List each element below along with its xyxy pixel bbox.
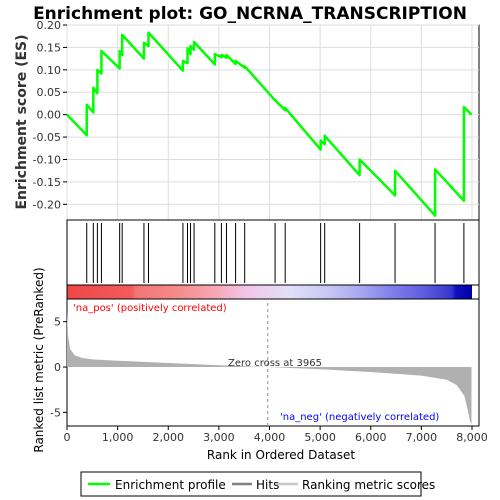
metric-y-ticks: 5 0 -5 bbox=[50, 316, 67, 419]
es-y-tick-label: 0.10 bbox=[37, 64, 62, 77]
legend-label-hits: Hits bbox=[256, 478, 279, 492]
x-tick-label: 5,000 bbox=[304, 431, 336, 444]
es-y-tick-label: 0.15 bbox=[37, 41, 62, 54]
legend: Enrichment profile Hits Ranking metric s… bbox=[80, 471, 435, 497]
metric-y-axis-label: Ranked list metric (PreRanked) bbox=[32, 267, 46, 452]
es-y-tick-label: 0.05 bbox=[37, 86, 62, 99]
x-tick-label: 4,000 bbox=[254, 431, 286, 444]
enrichment-profile-line bbox=[66, 31, 473, 217]
legend-label-enrichment-profile: Enrichment profile bbox=[115, 478, 226, 492]
metric-y-tick-label: 0 bbox=[54, 361, 61, 374]
chart-title: Enrichment plot: GO_NCRNA_TRANSCRIPTION bbox=[33, 4, 467, 24]
x-tick-label: 2,000 bbox=[153, 431, 185, 444]
es-y-tick-label: 0.20 bbox=[37, 19, 62, 32]
hits-panel bbox=[66, 219, 480, 286]
es-y-tick-label: -0.15 bbox=[33, 176, 61, 189]
x-tick-label: 8,000 bbox=[456, 431, 488, 444]
es-y-tick-label: -0.10 bbox=[33, 153, 61, 166]
x-tick-label: 0 bbox=[64, 431, 71, 444]
metric-y-tick-label: -5 bbox=[50, 406, 61, 419]
x-axis-label: Rank in Ordered Dataset bbox=[207, 448, 355, 462]
neg-label: 'na_neg' (negatively correlated) bbox=[280, 412, 439, 423]
es-grid bbox=[66, 24, 479, 220]
legend-frame bbox=[80, 471, 422, 497]
hit-markers bbox=[86, 223, 465, 283]
rank-color-bar bbox=[67, 285, 472, 299]
es-panel-frame bbox=[66, 24, 480, 221]
es-y-axis-label: Enrichment score (ES) bbox=[14, 34, 30, 209]
x-tick-label: 1,000 bbox=[102, 431, 134, 444]
metric-y-tick-label: 5 bbox=[54, 316, 61, 329]
x-tick-label: 3,000 bbox=[203, 431, 235, 444]
hits-panel-frame bbox=[66, 219, 480, 286]
metric-panel: 50-5 0 1,000 2,000 3,000 4,000 5,000 6,000 7,00… bbox=[32, 267, 488, 462]
x-tick-label: 7,000 bbox=[406, 431, 438, 444]
pos-label: 'na_pos' (positively correlated) bbox=[73, 303, 227, 314]
es-y-tick-label: 0.00 bbox=[37, 109, 62, 122]
es-panel: 0.20 0.15 0.10 0.05 0.00 -0.05 -0.10 -0.15 -0.20… bbox=[14, 19, 480, 221]
es-y-tick-label: -0.20 bbox=[33, 198, 61, 211]
metric-x-ticks: 0 1,000 2,000 3,000 4,000 5,000 6,000 7,000 8,00… bbox=[64, 426, 488, 444]
es-y-ticks: 0.20 0.15 0.10 0.05 0.00 -0.05 -0.10 -0.15 -0.20 bbox=[33, 19, 67, 211]
x-tick-label: 6,000 bbox=[355, 431, 387, 444]
zero-cross-annotation: Zero cross at 3965 bbox=[228, 358, 322, 369]
legend-label-ranking-metric-scores: Ranking metric scores bbox=[302, 478, 435, 492]
es-y-tick-label: -0.05 bbox=[33, 131, 61, 144]
ranking-metric-area bbox=[67, 310, 472, 425]
